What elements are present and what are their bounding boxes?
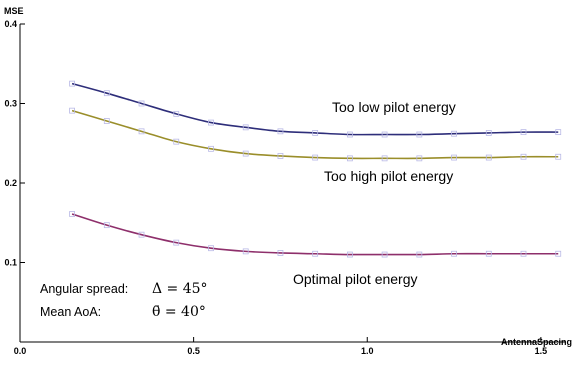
angular-spread-label: Angular spread: [40, 282, 128, 296]
angular-spread-value: Δ = 45° [152, 281, 208, 297]
series-line-1 [71, 82, 559, 136]
x-axis-title: AntennaSpacing [501, 337, 572, 347]
mean-aoa-label: Mean AoA: [40, 305, 101, 319]
data-point [312, 250, 319, 257]
data-point [381, 155, 388, 162]
data-point [208, 145, 214, 152]
data-point [520, 250, 527, 257]
data-point [277, 153, 284, 159]
data-point [173, 138, 180, 145]
data-point [485, 250, 492, 257]
data-point [208, 245, 214, 252]
data-point [555, 250, 562, 257]
data-point [451, 130, 457, 137]
x-tick-label: 0.0 [14, 346, 27, 356]
data-point [277, 250, 284, 256]
x-ticks: 0.0 0.5 1.0 1.5 [14, 337, 547, 356]
data-point [138, 231, 145, 238]
data-point [242, 150, 249, 157]
x-tick-label: 1.0 [361, 346, 374, 356]
data-point [381, 251, 388, 258]
series-line-2 [71, 109, 559, 160]
data-point [346, 131, 353, 138]
data-point [69, 211, 75, 217]
data-point [173, 239, 180, 246]
data-point [416, 131, 423, 138]
annotation-optimal: Optimal pilot energy [293, 271, 418, 287]
data-point [416, 155, 423, 162]
data-point [138, 128, 145, 135]
data-point [485, 130, 492, 136]
y-tick-label: 0.2 [4, 178, 17, 188]
data-point [69, 80, 75, 87]
data-point [555, 153, 562, 160]
data-point [69, 107, 75, 114]
data-point [555, 129, 562, 136]
y-tick-label: 0.1 [4, 258, 17, 268]
data-point [242, 248, 249, 255]
x-tick-label: 1.5 [535, 346, 548, 356]
mean-aoa-value: θ̄ = 40° [152, 304, 206, 320]
data-point [277, 128, 284, 135]
data-point [485, 154, 492, 161]
data-point [520, 129, 527, 136]
data-point [173, 110, 180, 117]
data-point [242, 124, 249, 131]
data-point [138, 100, 145, 107]
data-point [103, 90, 110, 97]
y-tick-label: 0.3 [4, 99, 17, 109]
data-point [381, 131, 388, 138]
data-point [208, 119, 214, 126]
annotation-too-low: Too low pilot energy [332, 99, 456, 115]
data-point [451, 250, 457, 257]
x-tick-label: 0.5 [187, 346, 200, 356]
data-point [346, 251, 353, 258]
annotation-too-high: Too high pilot energy [324, 168, 453, 184]
data-point [451, 154, 457, 161]
data-point [312, 130, 319, 136]
data-point [520, 153, 527, 160]
data-point [103, 118, 110, 124]
data-point [346, 155, 353, 162]
data-point [312, 154, 319, 161]
data-point [103, 222, 110, 229]
y-axis-title: MSE [4, 6, 24, 16]
y-ticks: 0.1 0.2 0.3 0.4 [4, 19, 25, 268]
series-line-3 [71, 213, 559, 256]
y-tick-label: 0.4 [4, 19, 17, 29]
series-layer [69, 80, 562, 258]
data-point [416, 251, 423, 258]
